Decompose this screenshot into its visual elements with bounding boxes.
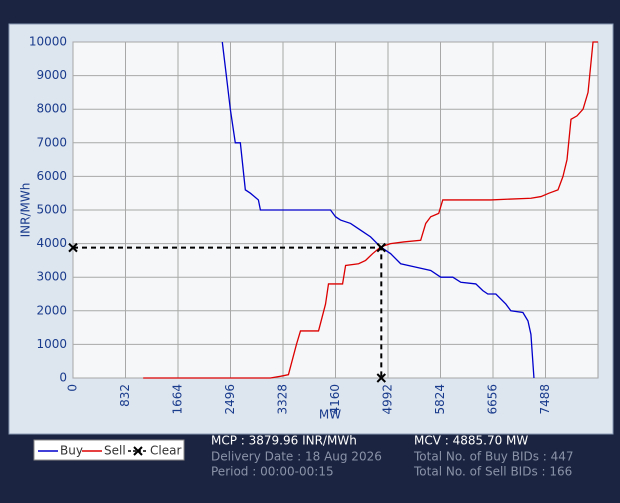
legend-label: Clear bbox=[150, 444, 181, 458]
clear-marker bbox=[376, 373, 386, 383]
x-tick-label: 6656 bbox=[486, 384, 500, 415]
x-axis-label: MW bbox=[319, 408, 341, 422]
y-tick-label: 1000 bbox=[36, 337, 67, 351]
legend-label: Buy bbox=[60, 444, 83, 458]
y-tick-label: 3000 bbox=[36, 270, 67, 284]
x-tick-label: 0 bbox=[66, 384, 80, 392]
y-tick-label: 2000 bbox=[36, 303, 67, 317]
x-tick-label: 2496 bbox=[223, 384, 237, 415]
y-tick-label: 0 bbox=[59, 371, 67, 385]
x-tick-label: 7488 bbox=[538, 384, 552, 415]
y-tick-label: 9000 bbox=[36, 68, 67, 82]
x-tick-label: 4160 bbox=[328, 384, 342, 415]
y-tick-label: 7000 bbox=[36, 135, 67, 149]
y-axis-label: INR/MWh bbox=[19, 183, 33, 238]
legend bbox=[33, 439, 185, 461]
info-text: Period : 00:00-00:15 bbox=[211, 465, 334, 479]
info-text: Delivery Date : 18 Aug 2026 bbox=[211, 450, 382, 464]
x-tick-label: 5824 bbox=[433, 384, 447, 415]
x-tick-label: 832 bbox=[118, 384, 132, 407]
y-tick-label: 10000 bbox=[29, 35, 67, 49]
y-tick-label: 8000 bbox=[36, 102, 67, 116]
x-tick-label: 3328 bbox=[276, 384, 290, 415]
series-line bbox=[143, 41, 598, 379]
info-text: Total No. of Sell BIDs : 166 bbox=[413, 465, 572, 479]
y-tick-label: 5000 bbox=[36, 203, 67, 217]
info-text: MCP : 3879.96 INR/MWh bbox=[211, 434, 357, 448]
info-text: Total No. of Buy BIDs : 447 bbox=[413, 450, 574, 464]
clear-marker bbox=[376, 242, 386, 253]
clear-marker bbox=[68, 242, 78, 253]
legend-marker bbox=[133, 446, 143, 456]
y-tick-label: 6000 bbox=[36, 169, 67, 183]
legend-label: Sell bbox=[104, 444, 126, 458]
info-text: MCV : 4885.70 MW bbox=[414, 434, 528, 448]
x-tick-label: 4992 bbox=[381, 384, 395, 415]
y-tick-label: 4000 bbox=[36, 236, 67, 250]
series-line bbox=[221, 41, 535, 379]
x-tick-label: 1664 bbox=[171, 384, 185, 415]
